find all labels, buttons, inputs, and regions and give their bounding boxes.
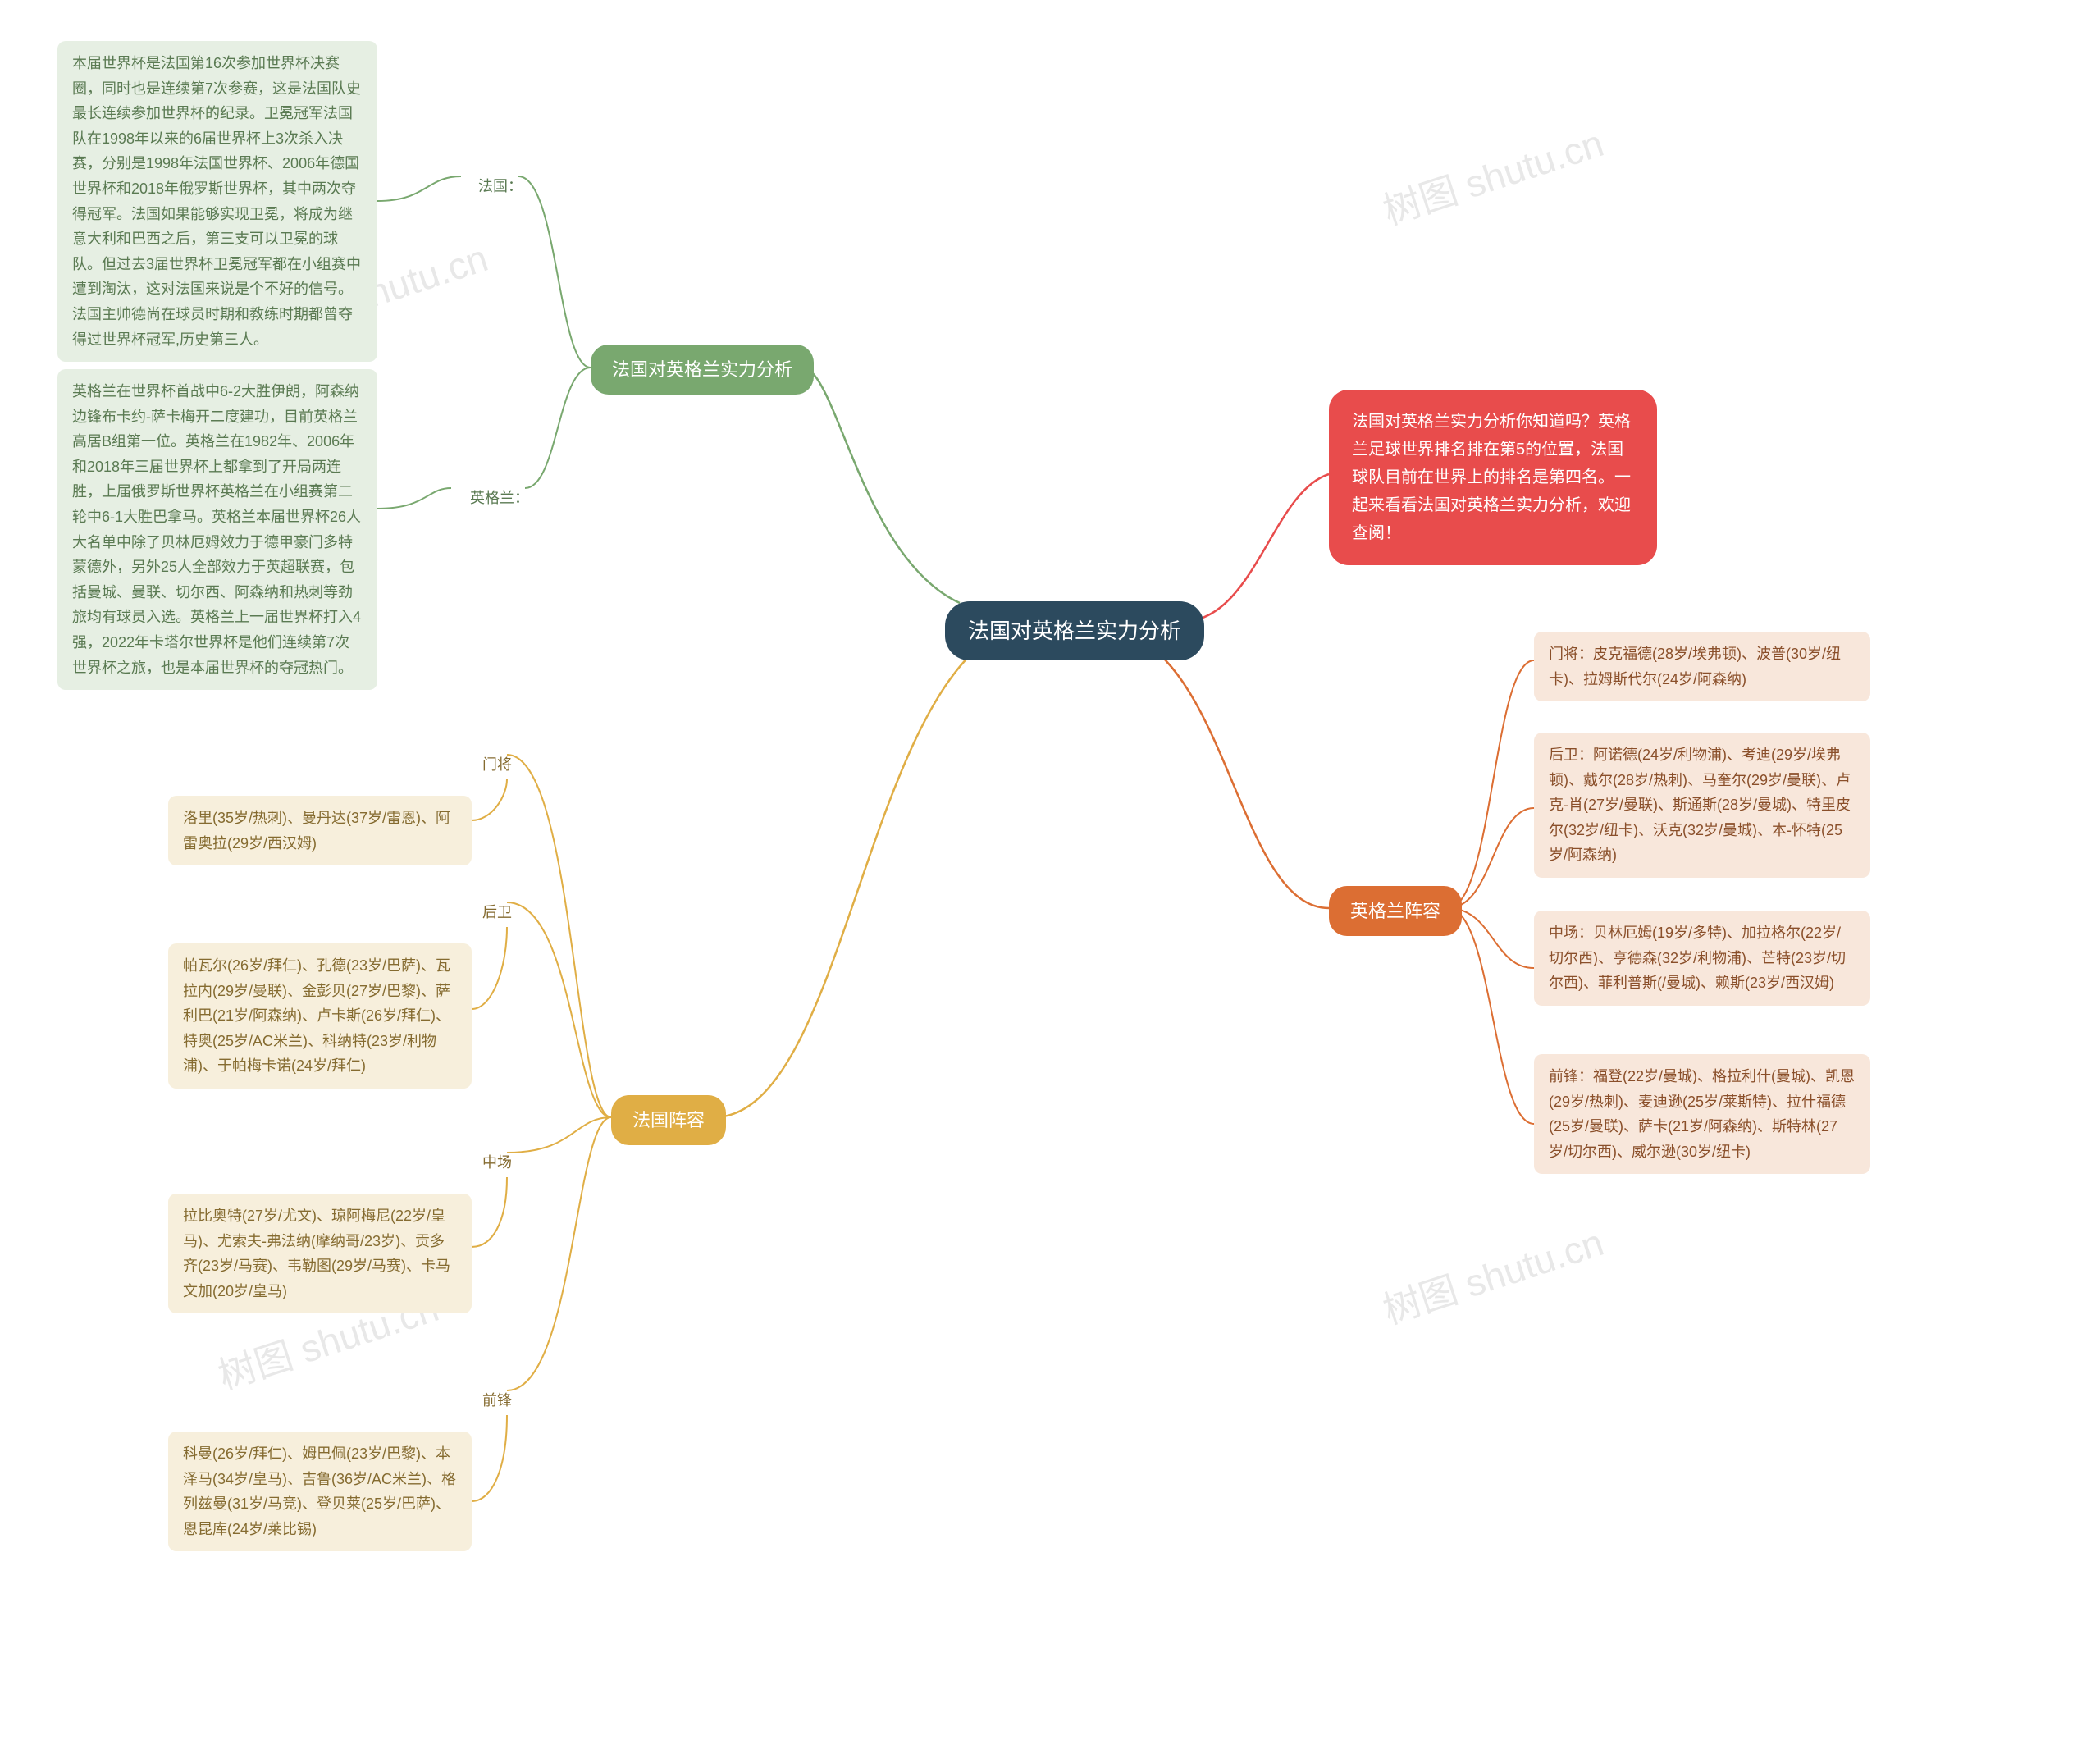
watermark: 树图 shutu.cn — [1376, 114, 1609, 236]
branch-england-squad[interactable]: 英格兰阵容 — [1329, 886, 1462, 936]
branch-analysis[interactable]: 法国对英格兰实力分析 — [591, 345, 814, 395]
leaf-en-df[interactable]: 后卫：阿诺德(24岁/利物浦)、考迪(29岁/埃弗顿)、戴尔(28岁/热刺)、马… — [1534, 733, 1870, 878]
label-fr-fw[interactable]: 前锋 — [468, 1378, 527, 1423]
label-england[interactable]: 英格兰： — [455, 476, 544, 521]
label-fr-mf[interactable]: 中场 — [468, 1140, 527, 1185]
center-node[interactable]: 法国对英格兰实力分析 — [945, 601, 1204, 660]
leaf-fr-fw[interactable]: 科曼(26岁/拜仁)、姆巴佩(23岁/巴黎)、本泽马(34岁/皇马)、吉鲁(36… — [168, 1432, 472, 1551]
leaf-en-mf[interactable]: 中场：贝林厄姆(19岁/多特)、加拉格尔(22岁/切尔西)、亨德森(32岁/利物… — [1534, 911, 1870, 1006]
leaf-england-text[interactable]: 英格兰在世界杯首战中6-2大胜伊朗，阿森纳边锋布卡约-萨卡梅开二度建功，目前英格… — [57, 369, 377, 690]
leaf-en-gk[interactable]: 门将：皮克福德(28岁/埃弗顿)、波普(30岁/纽卡)、拉姆斯代尔(24岁/阿森… — [1534, 632, 1870, 701]
label-fr-gk[interactable]: 门将 — [468, 742, 527, 788]
leaf-fr-df[interactable]: 帕瓦尔(26岁/拜仁)、孔德(23岁/巴萨)、瓦拉内(29岁/曼联)、金彭贝(2… — [168, 943, 472, 1089]
leaf-france-text[interactable]: 本届世界杯是法国第16次参加世界杯决赛圈，同时也是连续第7次参赛，这是法国队史最… — [57, 41, 377, 362]
label-fr-df[interactable]: 后卫 — [468, 890, 527, 935]
branch-france-squad[interactable]: 法国阵容 — [611, 1095, 726, 1145]
intro-node[interactable]: 法国对英格兰实力分析你知道吗？英格兰足球世界排名排在第5的位置，法国球队目前在世… — [1329, 390, 1657, 565]
label-france[interactable]: 法国： — [463, 164, 537, 209]
leaf-en-fw[interactable]: 前锋：福登(22岁/曼城)、格拉利什(曼城)、凯恩(29岁/热刺)、麦迪逊(25… — [1534, 1054, 1870, 1174]
watermark: 树图 shutu.cn — [1376, 1213, 1609, 1336]
leaf-fr-mf[interactable]: 拉比奥特(27岁/尤文)、琼阿梅尼(22岁/皇马)、尤索夫-弗法纳(摩纳哥/23… — [168, 1194, 472, 1313]
leaf-fr-gk[interactable]: 洛里(35岁/热刺)、曼丹达(37岁/雷恩)、阿雷奥拉(29岁/西汉姆) — [168, 796, 472, 865]
